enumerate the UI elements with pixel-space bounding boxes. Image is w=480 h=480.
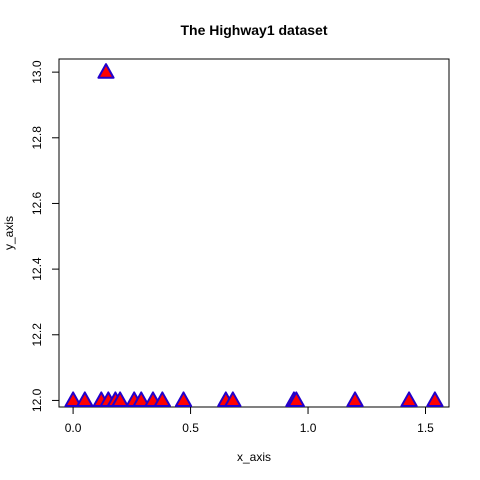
data-point <box>426 391 444 408</box>
x-tick-label: 0.0 <box>65 421 82 435</box>
x-tick-label: 1.0 <box>300 421 317 435</box>
y-tick-label: 13.0 <box>30 60 44 84</box>
data-point <box>64 391 82 408</box>
data-point <box>224 391 242 408</box>
x-axis: 0.0 0.5 1.0 1.5 <box>65 406 434 435</box>
data-point <box>287 391 305 408</box>
x-tick-label: 0.5 <box>182 421 199 435</box>
data-point <box>400 391 418 408</box>
y-axis: 12.0 12.2 12.4 12.6 12.8 13.0 <box>30 60 60 412</box>
data-point <box>174 391 193 408</box>
y-tick-label: 12.0 <box>30 388 44 412</box>
x-tick-label: 1.5 <box>417 421 434 435</box>
chart-title: The Highway1 dataset <box>180 22 327 38</box>
data-point <box>346 391 364 408</box>
data-points <box>64 63 444 408</box>
data-point <box>111 391 129 408</box>
y-axis-label: y_axis <box>2 216 16 250</box>
x-axis-label: x_axis <box>237 450 271 464</box>
y-tick-label: 12.8 <box>30 126 44 150</box>
plot-frame <box>58 58 450 408</box>
data-point <box>76 391 94 408</box>
data-point <box>153 391 171 408</box>
y-tick-label: 12.6 <box>30 191 44 215</box>
data-point <box>132 391 150 408</box>
y-tick-label: 12.2 <box>30 323 44 347</box>
data-point <box>97 63 115 79</box>
y-tick-label: 12.4 <box>30 257 44 281</box>
